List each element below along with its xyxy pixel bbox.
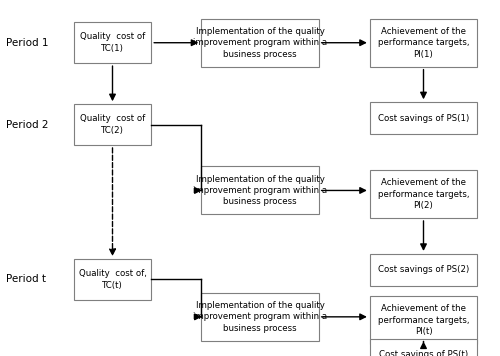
Text: Achievement of the
performance targets,
PI(t): Achievement of the performance targets, …	[378, 304, 469, 336]
FancyBboxPatch shape	[201, 293, 319, 341]
FancyBboxPatch shape	[370, 254, 477, 286]
Text: Achievement of the
performance targets,
PI(2): Achievement of the performance targets, …	[378, 178, 469, 210]
FancyBboxPatch shape	[74, 104, 151, 145]
Text: Period 2: Period 2	[6, 120, 48, 130]
Text: Quality  cost of,
TC(t): Quality cost of, TC(t)	[78, 269, 146, 290]
Text: Quality  cost of
TC(2): Quality cost of TC(2)	[80, 114, 145, 135]
Text: Cost savings of PS(t): Cost savings of PS(t)	[379, 350, 468, 356]
Text: Implementation of the quality
improvement program within a
business process: Implementation of the quality improvemen…	[193, 174, 327, 206]
FancyBboxPatch shape	[370, 102, 477, 134]
Text: Cost savings of PS(2): Cost savings of PS(2)	[378, 265, 469, 274]
Text: Period t: Period t	[6, 274, 46, 284]
FancyBboxPatch shape	[201, 167, 319, 214]
Text: Implementation of the quality
improvement program within a
business process: Implementation of the quality improvemen…	[193, 301, 327, 333]
FancyBboxPatch shape	[74, 259, 151, 300]
FancyBboxPatch shape	[370, 339, 477, 356]
Text: Quality  cost of
TC(1): Quality cost of TC(1)	[80, 32, 145, 53]
Text: Achievement of the
performance targets,
PI(1): Achievement of the performance targets, …	[378, 27, 469, 59]
Text: Cost savings of PS(1): Cost savings of PS(1)	[378, 114, 469, 123]
FancyBboxPatch shape	[370, 170, 477, 218]
Text: Implementation of the quality
improvement program within a
business process: Implementation of the quality improvemen…	[193, 27, 327, 59]
FancyBboxPatch shape	[370, 19, 477, 67]
FancyBboxPatch shape	[74, 22, 151, 63]
FancyBboxPatch shape	[370, 296, 477, 345]
Text: Period 1: Period 1	[6, 38, 48, 48]
FancyBboxPatch shape	[201, 19, 319, 67]
